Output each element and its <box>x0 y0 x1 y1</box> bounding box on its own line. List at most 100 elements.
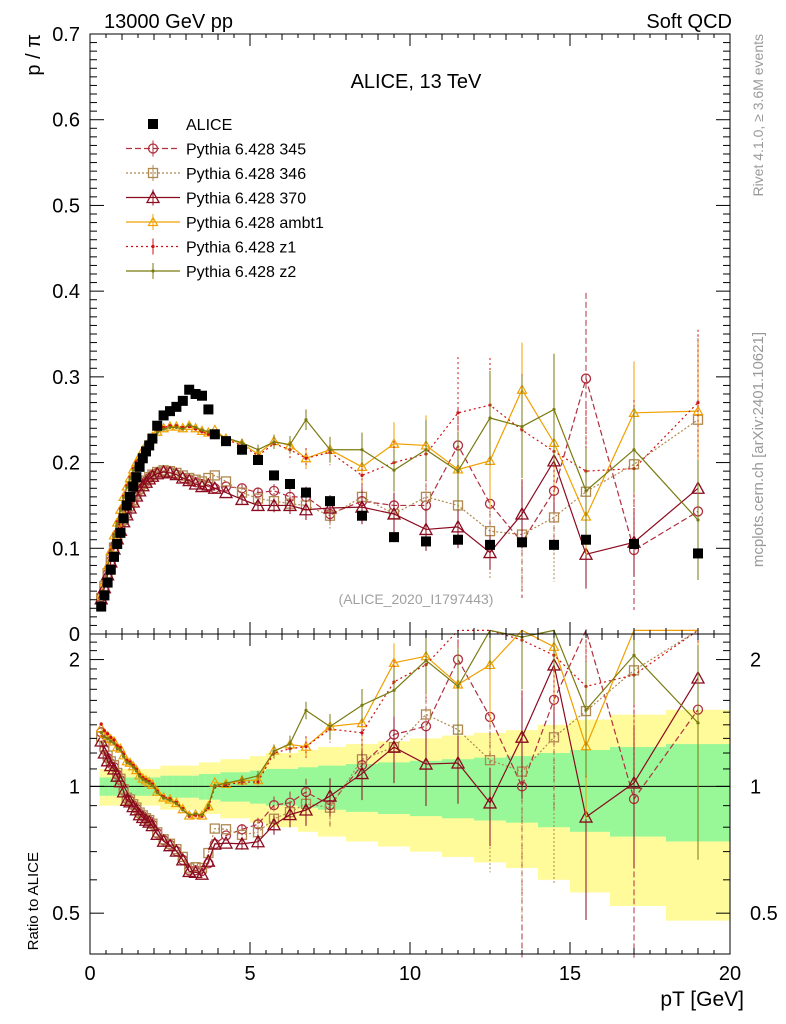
series-point <box>304 418 308 422</box>
alice-data-point <box>485 539 495 550</box>
legend-label: Pythia 6.428 370 <box>186 191 306 208</box>
legend-entry: Pythia 6.428 370 <box>126 189 306 208</box>
series-ratio-point <box>420 709 432 720</box>
series-point <box>162 427 166 431</box>
alice-data-point <box>128 481 139 492</box>
series-ratio-point <box>118 745 122 750</box>
alice-data-point <box>453 534 463 545</box>
series-point <box>328 448 332 452</box>
series-ratio-point <box>126 799 141 813</box>
series-ratio-point <box>103 758 118 772</box>
y-tick-label-main: 0.4 <box>52 281 80 303</box>
alice-data-point <box>147 433 158 444</box>
series-point <box>288 442 292 447</box>
x-tick-label: 10 <box>399 963 421 985</box>
alice-data-point <box>137 453 148 464</box>
alice-data-point <box>269 470 279 481</box>
alice-data-point <box>141 446 151 457</box>
series-point <box>234 492 250 506</box>
series-ratio-point <box>113 774 128 788</box>
tick-labels: 0 5 10 15 20 0 0.1 0.2 0.3 0.4 0.5 0.6 0.7 0.5 0.5 1 1 2 2 <box>52 24 778 985</box>
legend-entry: ALICE <box>148 117 232 134</box>
alice-data-point <box>177 395 188 406</box>
series-ratio-point <box>450 755 466 769</box>
band-1sigma <box>282 768 298 806</box>
series-ratio-point <box>99 730 103 734</box>
series-ratio-point <box>122 754 126 759</box>
series-ratio-point <box>298 802 314 816</box>
series-point <box>194 425 198 430</box>
series-ratio-point <box>584 708 588 712</box>
series-point <box>164 420 176 431</box>
series-ratio-point <box>194 812 198 816</box>
series-ratio-point <box>196 809 208 820</box>
series-point <box>548 512 560 523</box>
series-point <box>188 476 203 490</box>
y-tick-label-ratio-right: 0.5 <box>750 903 778 925</box>
y-tick-label-main: 0.5 <box>52 195 80 217</box>
series-ratio-point <box>94 733 109 747</box>
series-ratio-point <box>184 863 195 874</box>
series-point <box>386 506 402 520</box>
series-point <box>272 440 276 444</box>
series-point <box>187 423 191 427</box>
alice-data-point <box>209 429 220 440</box>
series-ratio-point <box>514 729 530 743</box>
series-point <box>552 407 556 412</box>
series-ratio-point <box>224 781 228 785</box>
series-ratio-point <box>256 774 260 778</box>
alice-data-point <box>629 539 639 549</box>
series-ratio-point <box>424 658 428 663</box>
series-ratio-point <box>200 813 204 817</box>
series-line-ratio <box>100 629 699 870</box>
series-point <box>282 498 298 512</box>
header-left: 13000 GeV pp <box>104 11 233 33</box>
series-ratio-point <box>220 824 232 835</box>
series-ratio-point <box>354 766 370 780</box>
alice-data-point <box>105 564 116 575</box>
series-ratio-point <box>392 688 396 692</box>
series-point <box>207 480 222 494</box>
series-ratio-point <box>112 738 116 742</box>
alice-data-point <box>112 539 123 549</box>
legend-label: Pythia 6.428 ambt1 <box>186 215 324 232</box>
series-point <box>252 487 264 498</box>
series-point <box>584 489 588 493</box>
alice-data-point <box>121 500 132 511</box>
series-line-main <box>100 419 699 599</box>
legend-entry: Pythia 6.428 z1 <box>126 238 296 257</box>
series-ratio-point <box>696 721 700 725</box>
legend-marker <box>147 167 159 179</box>
series-point <box>418 522 434 536</box>
series-point <box>175 470 190 484</box>
series-ratio-point <box>169 843 184 857</box>
series-ratio-point <box>328 724 332 729</box>
series-ratio-point <box>187 813 191 817</box>
alice-data-point <box>221 436 231 447</box>
series-ratio-point <box>266 817 282 831</box>
series-ratio-point <box>206 803 210 808</box>
alice-data-point <box>389 532 399 543</box>
alice-data-point <box>171 401 182 412</box>
alice-data-point <box>102 577 113 588</box>
series-point <box>156 464 171 478</box>
series-ratio-point <box>418 756 434 770</box>
series-ratio-point <box>632 653 636 657</box>
series-point <box>131 468 135 472</box>
series-ratio-point <box>578 809 594 823</box>
y-axis-label-ratio: Ratio to ALICE <box>25 852 42 950</box>
series-ratio-point <box>288 742 292 746</box>
series-point <box>182 473 197 487</box>
series-point <box>250 498 266 512</box>
series-point <box>360 473 364 478</box>
series-ratio-point <box>106 732 110 736</box>
alice-data-point <box>517 537 527 548</box>
series-point <box>181 427 185 431</box>
series-point <box>692 405 704 416</box>
series-point <box>206 432 210 436</box>
series-point <box>201 477 216 491</box>
alice-data-point <box>165 406 175 417</box>
alice-data-point <box>125 491 135 502</box>
legend-marker <box>151 244 155 249</box>
series-point <box>578 546 594 560</box>
